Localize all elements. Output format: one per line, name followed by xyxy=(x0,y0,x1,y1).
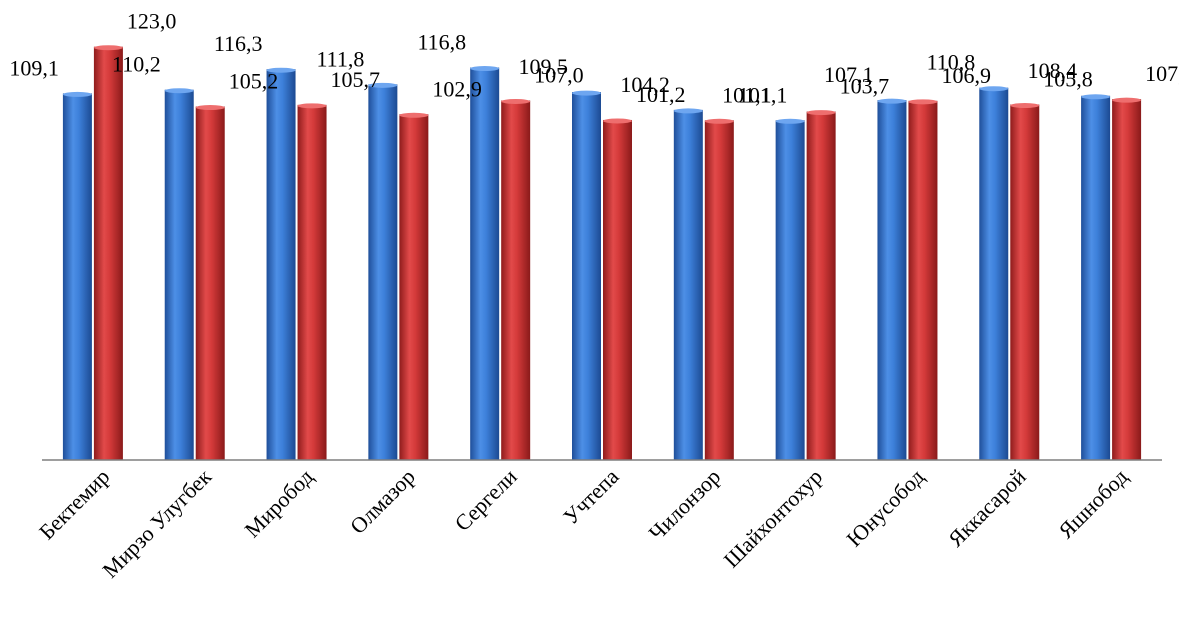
data-label-blue-7: 104,2 xyxy=(620,72,670,97)
bar-cap-blue-11 xyxy=(1081,94,1111,100)
data-label-red-6: 101,2 xyxy=(636,82,686,107)
x-tick-label-6: Учтепа xyxy=(558,464,624,530)
data-label-red-2: 105,2 xyxy=(229,69,279,94)
data-label-red-8: 103,7 xyxy=(840,74,890,99)
x-tick-label-1: Бектемир xyxy=(34,464,115,545)
data-label-red-9: 106,9 xyxy=(941,63,991,88)
bar-red-7 xyxy=(704,120,734,460)
x-tick-label-10: Яккасарой xyxy=(943,464,1031,552)
bar-cap-red-5 xyxy=(501,98,531,104)
data-label-red-5: 107,0 xyxy=(534,62,584,87)
x-tick-label-2: Мирзо Улугбек xyxy=(97,464,216,583)
bar-cap-blue-8 xyxy=(775,118,805,124)
data-label-red-10: 105,8 xyxy=(1043,67,1093,92)
bar-cap-red-1 xyxy=(93,45,123,51)
bar-cap-blue-4 xyxy=(368,82,398,88)
bar-cap-blue-3 xyxy=(266,67,296,73)
data-label-red-1: 123,0 xyxy=(127,9,177,34)
x-tick-label-5: Сергели xyxy=(450,464,522,536)
data-label-blue-3: 116,3 xyxy=(214,31,263,56)
data-label-red-7: 101,1 xyxy=(738,82,788,107)
bar-cap-blue-7 xyxy=(673,108,703,114)
bar-cap-blue-5 xyxy=(470,66,500,72)
bars-layer xyxy=(62,45,1142,461)
data-label-blue-6: 109,5 xyxy=(519,54,569,79)
bar-blue-7 xyxy=(673,109,703,460)
bar-blue-9 xyxy=(877,100,907,461)
bar-cap-red-10 xyxy=(1010,103,1040,109)
bar-cap-red-4 xyxy=(399,112,429,118)
bar-cap-red-7 xyxy=(704,118,734,124)
bar-cap-blue-9 xyxy=(877,98,907,104)
bar-blue-2 xyxy=(164,89,194,460)
data-label-red-3: 105,7 xyxy=(331,67,381,92)
data-label-blue-5: 116,8 xyxy=(417,30,466,55)
bar-blue-8 xyxy=(775,120,805,460)
bar-cap-blue-10 xyxy=(979,86,1009,92)
data-label-blue-10: 110,8 xyxy=(927,50,976,75)
x-tick-label-3: Миробод xyxy=(240,464,319,543)
bar-cap-red-6 xyxy=(603,118,632,124)
bar-cap-red-2 xyxy=(195,105,225,111)
x-tick-label-4: Олмазор xyxy=(345,464,420,539)
bar-cap-blue-6 xyxy=(572,90,601,96)
data-label-blue-4: 111,8 xyxy=(316,46,364,71)
bar-red-4 xyxy=(399,114,429,461)
bar-red-1 xyxy=(93,46,123,460)
x-tick-label-7: Чилонзор xyxy=(644,464,726,546)
bar-blue-6 xyxy=(572,92,601,460)
bar-cap-red-3 xyxy=(297,103,327,109)
x-tick-label-11: Яшнобод xyxy=(1053,464,1132,543)
data-label-red-11: 107,4 xyxy=(1145,61,1179,86)
bar-red-6 xyxy=(603,119,632,460)
bar-blue-5 xyxy=(470,67,500,460)
x-tick-label-8: Шайхонтохур xyxy=(719,464,828,573)
bar-red-2 xyxy=(195,106,225,460)
bar-blue-10 xyxy=(979,87,1009,460)
bar-cap-red-8 xyxy=(806,110,836,116)
data-label-blue-1: 109,1 xyxy=(9,55,59,80)
bar-red-9 xyxy=(908,100,938,460)
bar-blue-1 xyxy=(62,93,92,460)
bar-cap-red-9 xyxy=(908,99,938,105)
bar-blue-4 xyxy=(368,84,398,461)
data-label-red-4: 102,9 xyxy=(432,76,482,101)
bar-blue-3 xyxy=(266,69,296,461)
bar-cap-blue-1 xyxy=(62,91,92,97)
bar-cap-red-11 xyxy=(1112,97,1142,103)
bar-red-5 xyxy=(501,100,531,460)
x-tick-label-9: Юнусобод xyxy=(841,464,929,552)
bar-blue-11 xyxy=(1081,95,1111,460)
data-label-blue-2: 110,2 xyxy=(112,52,161,77)
data-label-blue-11: 108,4 xyxy=(1028,58,1078,83)
data-label-blue-9: 107,1 xyxy=(824,62,874,87)
bar-cap-blue-2 xyxy=(164,88,194,94)
bar-red-11 xyxy=(1112,99,1142,461)
bar-red-8 xyxy=(806,111,836,461)
bar-red-3 xyxy=(297,104,327,461)
bar-red-10 xyxy=(1010,104,1040,461)
data-label-blue-8: 101,1 xyxy=(722,82,772,107)
